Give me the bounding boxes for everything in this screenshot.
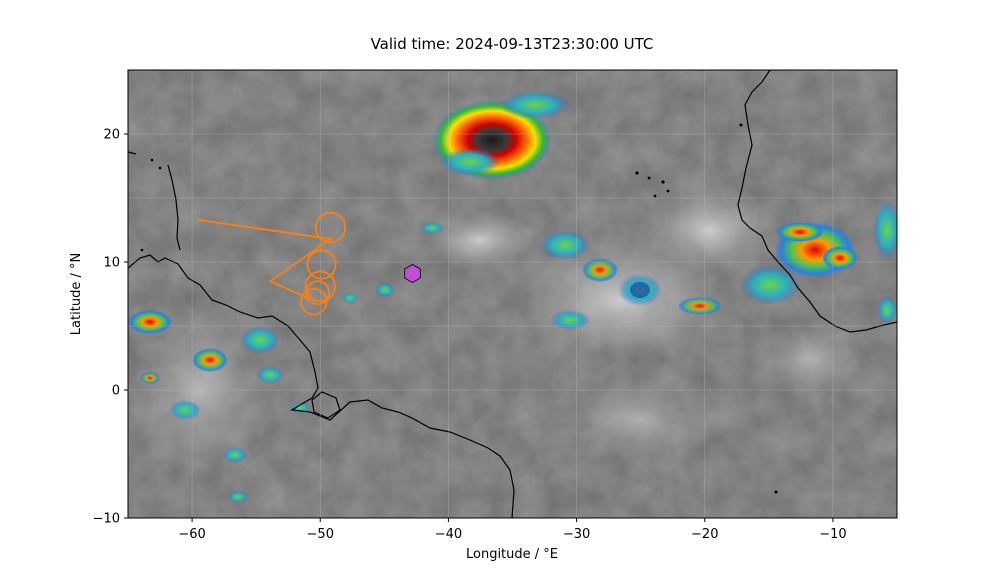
- x-tick-label: −40: [435, 527, 462, 542]
- uncertainty-circle: [305, 280, 331, 306]
- x-tick-label: −50: [307, 527, 334, 542]
- y-tick-label: 20: [103, 128, 120, 143]
- uncertainty-circle: [314, 211, 347, 244]
- y-tick-label: −10: [93, 512, 120, 527]
- amazon-delta: [311, 391, 341, 419]
- uncertainty-circle: [300, 287, 328, 316]
- x-axis-label: Longitude / °E: [466, 547, 558, 562]
- y-axis-label: Latitude / °N: [69, 253, 84, 335]
- gridlines: [128, 70, 897, 518]
- figure-title: Valid time: 2024-09-13T23:30:00 UTC: [371, 35, 654, 53]
- coastlines: [128, 70, 897, 518]
- storm-track-layer: [197, 211, 421, 316]
- islands: [140, 123, 778, 494]
- convective-cells: [128, 91, 897, 503]
- x-tick-label: −30: [563, 527, 590, 542]
- x-tick-label: −60: [178, 527, 205, 542]
- x-axis-ticks: −60 −50 −40 −30 −20 −10: [178, 518, 847, 542]
- cuba-coast: [128, 151, 137, 155]
- lesser-antilles: [167, 164, 181, 251]
- hexagon-marker: [404, 264, 421, 283]
- x-tick-label: −10: [819, 527, 846, 542]
- africa-coast: [737, 70, 897, 333]
- storm-track-line: [197, 218, 333, 300]
- map-area: [128, 70, 897, 518]
- y-axis-ticks: −10 0 10 20: [93, 128, 128, 527]
- y-tick-label: 10: [103, 256, 120, 271]
- y-tick-label: 0: [112, 384, 120, 399]
- plot-frame: [127, 69, 898, 519]
- uncertainty-circle: [306, 249, 337, 280]
- south-america-coast: [128, 254, 515, 518]
- x-tick-label: −20: [691, 527, 718, 542]
- uncertainty-circle: [304, 270, 336, 302]
